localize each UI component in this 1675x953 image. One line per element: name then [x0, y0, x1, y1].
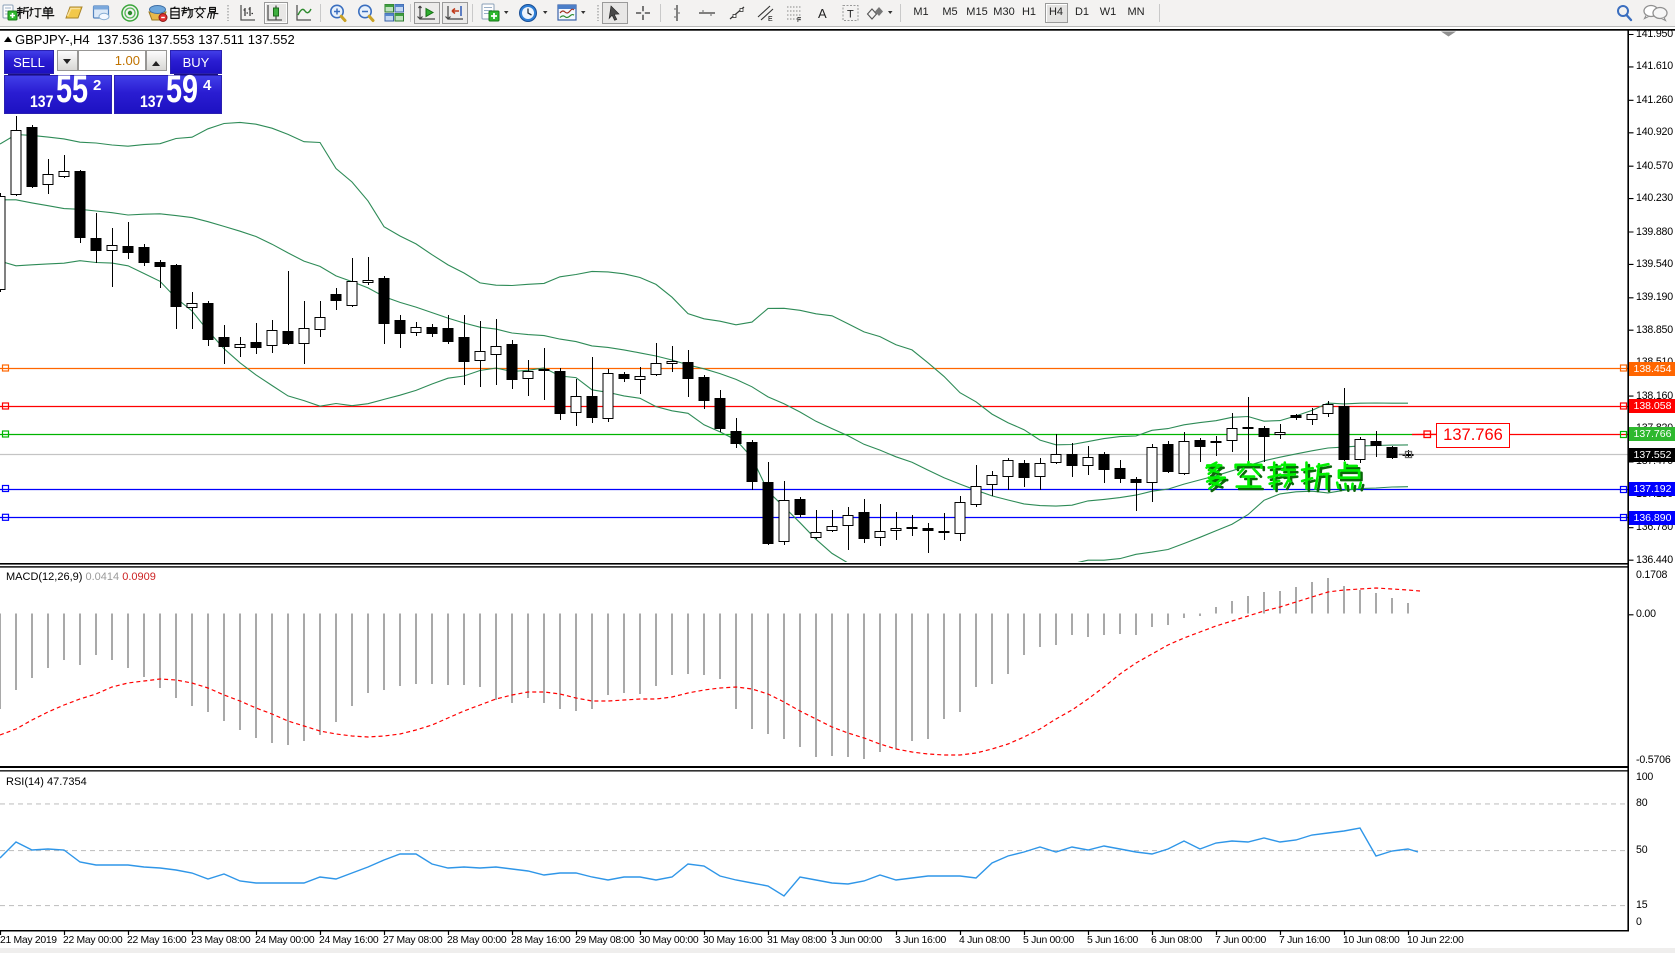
svg-text:T: T — [847, 9, 854, 21]
svg-text:F: F — [797, 17, 801, 24]
svg-text:E: E — [768, 16, 773, 23]
svg-text:A: A — [818, 6, 827, 21]
